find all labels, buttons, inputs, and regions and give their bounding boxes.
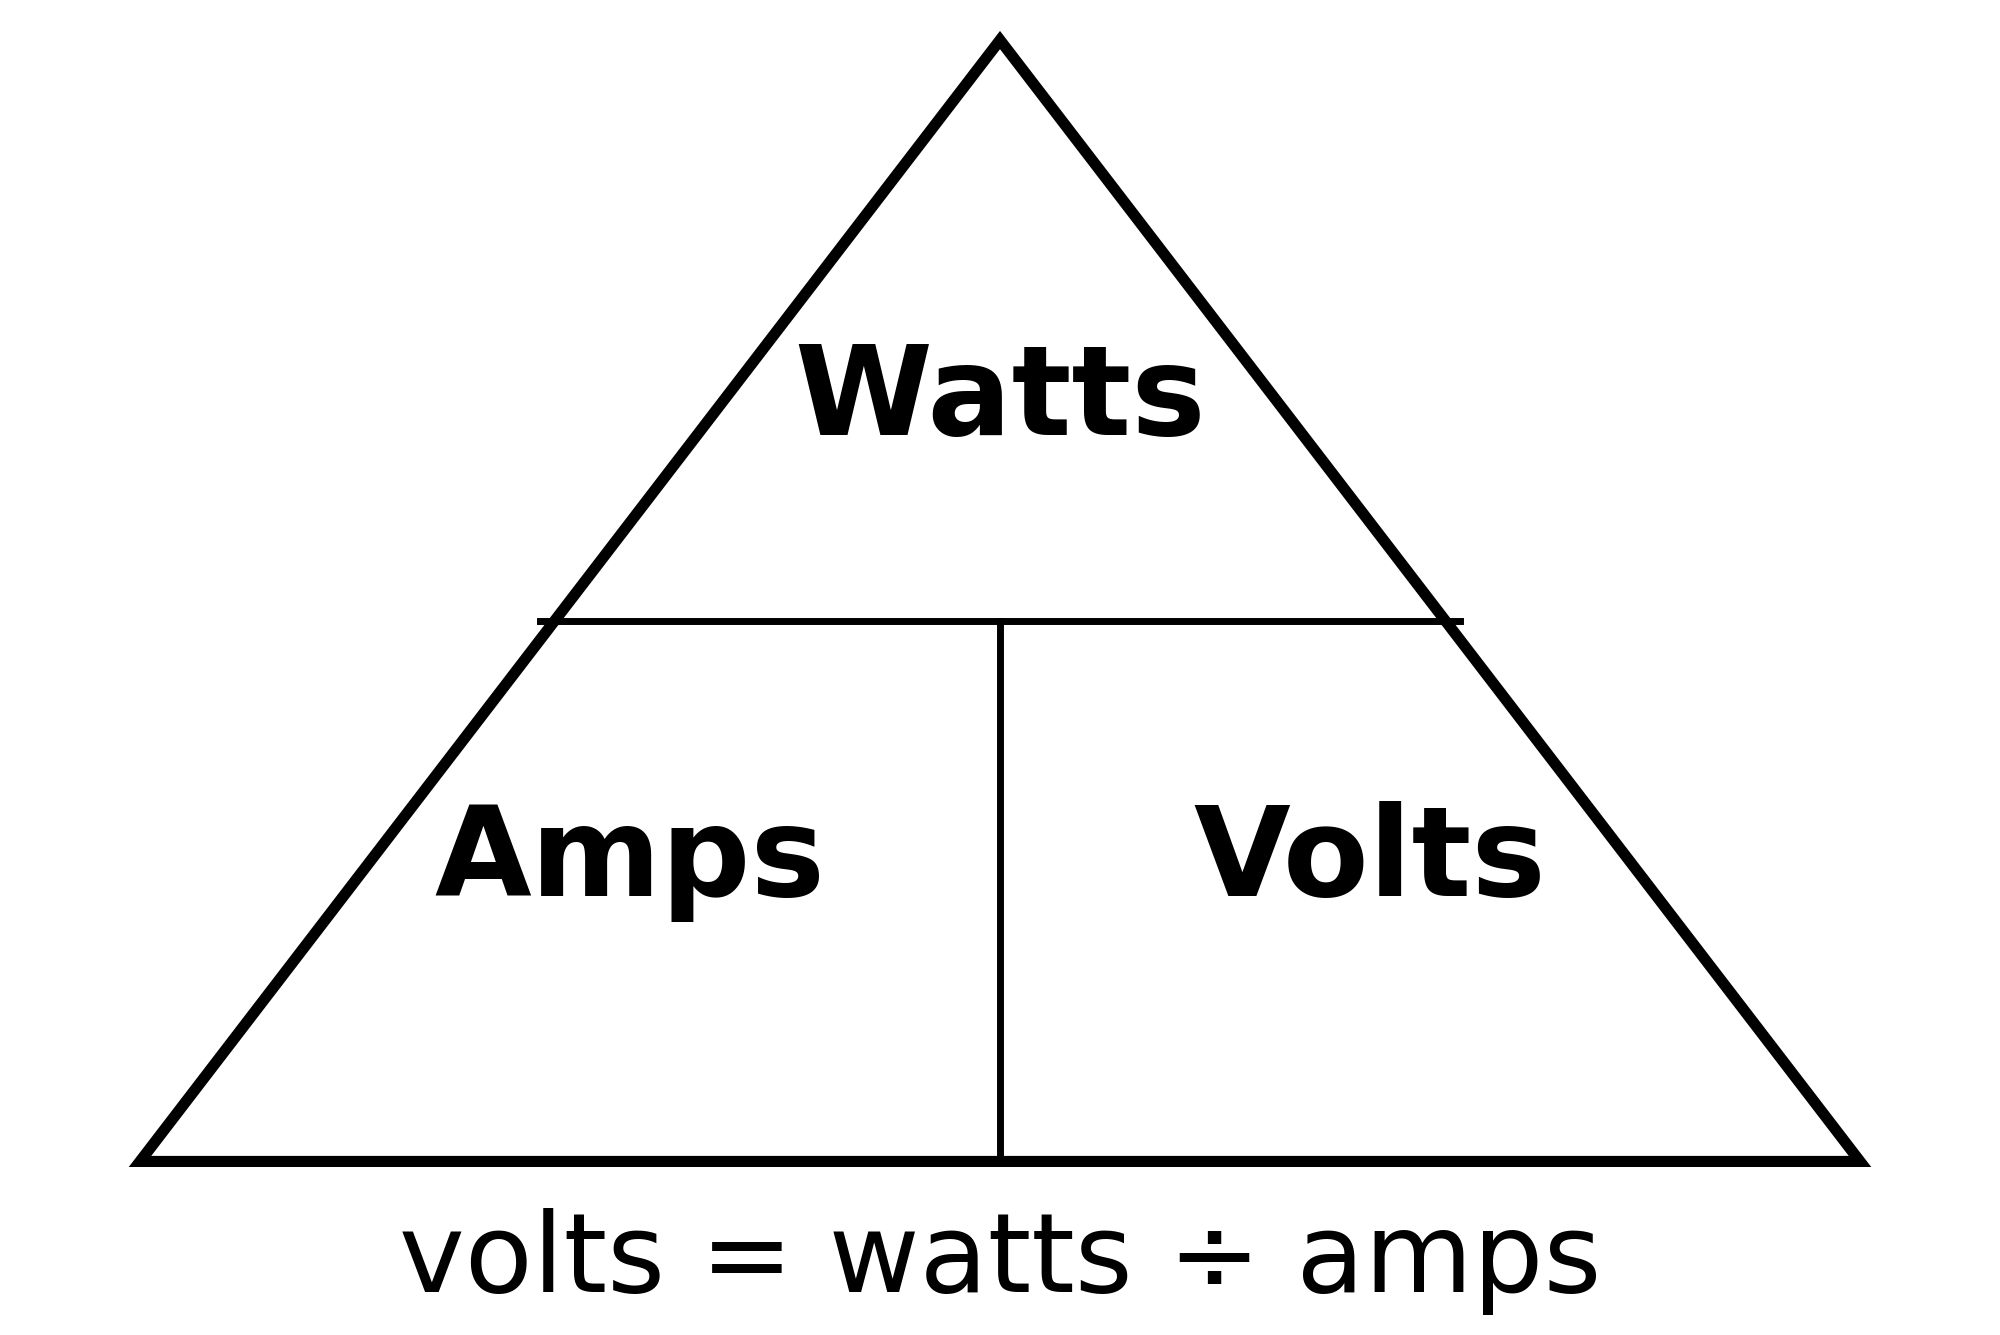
Text: Amps: Amps bbox=[434, 801, 826, 921]
Text: Volts: Volts bbox=[1194, 801, 1546, 921]
Text: volts = watts ÷ amps: volts = watts ÷ amps bbox=[398, 1208, 1602, 1315]
Text: Watts: Watts bbox=[794, 340, 1206, 461]
